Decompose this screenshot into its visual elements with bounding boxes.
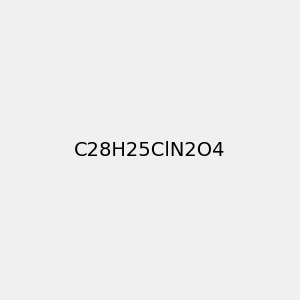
Text: C28H25ClN2O4: C28H25ClN2O4	[74, 140, 226, 160]
